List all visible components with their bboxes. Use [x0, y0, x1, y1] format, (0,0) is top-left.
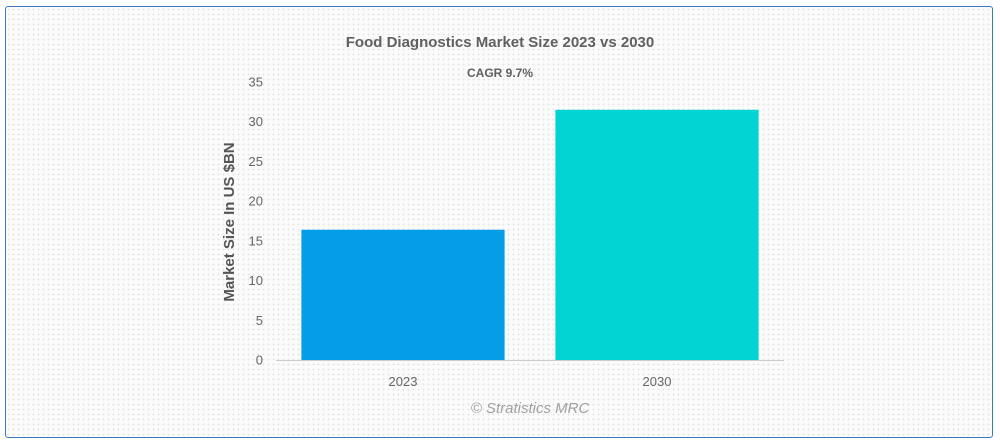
- y-axis-title: Market Size In US $BN: [221, 142, 238, 301]
- y-tick-label: 20: [249, 194, 263, 209]
- chart-frame: [5, 6, 993, 438]
- y-tick-label: 35: [249, 75, 263, 90]
- bars: [301, 109, 759, 360]
- y-tick-label: 0: [256, 353, 263, 368]
- y-tick-label: 25: [249, 154, 263, 169]
- bar-2023: [301, 229, 505, 360]
- y-tick-label: 30: [249, 114, 263, 129]
- chart-subtitle: CAGR 9.7%: [466, 66, 534, 80]
- y-tick-label: 15: [249, 233, 263, 248]
- y-axis-ticks: 0 5 10 15 20 25 30 35: [249, 75, 263, 368]
- chart-title: Food Diagnostics Market Size 2023 vs 203…: [345, 34, 655, 51]
- x-tick-label: 2023: [389, 374, 418, 389]
- watermark: © Stratistics MRC: [470, 400, 590, 417]
- x-tick-label: 2030: [643, 374, 672, 389]
- bar-2030: [555, 109, 759, 360]
- y-tick-label: 5: [256, 313, 263, 328]
- y-tick-label: 10: [249, 273, 263, 288]
- x-axis-ticks: 2023 2030: [389, 374, 672, 389]
